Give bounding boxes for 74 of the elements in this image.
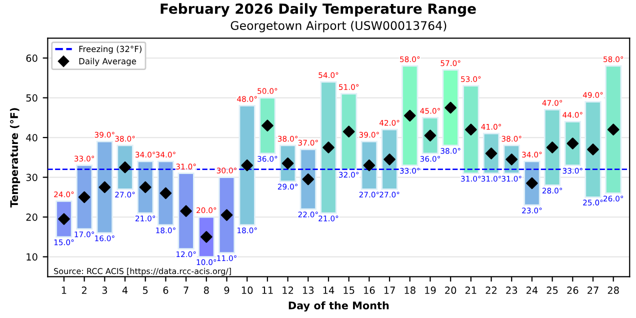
bar xyxy=(320,81,337,214)
chart-subtitle: Georgetown Airport (USW00013764) xyxy=(230,20,446,32)
x-tick-label: 14 xyxy=(323,286,334,294)
x-tick-label: 8 xyxy=(204,286,209,294)
point xyxy=(342,126,355,138)
x-tick-label: 26 xyxy=(567,286,578,294)
x-tick-label: 3 xyxy=(102,286,107,294)
bar xyxy=(157,160,174,226)
point xyxy=(302,173,314,186)
point xyxy=(322,142,334,154)
bar xyxy=(605,65,622,194)
point xyxy=(607,124,620,136)
y-tick-label: 50 xyxy=(26,94,38,102)
x-tick-label: 28 xyxy=(608,286,619,294)
bar xyxy=(402,65,418,166)
bar xyxy=(178,172,194,250)
bar xyxy=(584,101,602,198)
x-tick-label: 19 xyxy=(425,286,436,294)
point xyxy=(139,181,152,194)
point xyxy=(404,110,416,122)
x-tick-label: 11 xyxy=(262,286,273,294)
point xyxy=(587,144,599,156)
point xyxy=(78,191,90,204)
x-tick-label: 5 xyxy=(143,286,148,294)
y-tick-label: 60 xyxy=(26,54,38,62)
bar xyxy=(96,140,113,234)
bar xyxy=(76,164,93,230)
x-tick-label: 24 xyxy=(526,286,538,294)
x-tick-label: 25 xyxy=(546,286,558,294)
x-tick-label: 18 xyxy=(404,286,416,294)
bar xyxy=(544,109,561,186)
x-tick-label: 15 xyxy=(344,286,354,294)
point xyxy=(180,205,192,217)
y-tick-label: 20 xyxy=(26,214,38,221)
bar xyxy=(259,97,276,154)
point xyxy=(241,159,253,172)
x-tick-label: 13 xyxy=(303,286,314,294)
x-tick-label: 4 xyxy=(122,286,128,294)
x-tick-label: 2 xyxy=(82,286,86,294)
x-tick-label: 21 xyxy=(465,286,476,294)
y-axis-title: Temperature (°F) xyxy=(10,108,20,208)
bar xyxy=(238,105,256,226)
point xyxy=(98,181,111,194)
x-tick-label: 12 xyxy=(282,286,294,294)
chart-title: February 2026 Daily Temperature Range xyxy=(160,3,476,17)
bar xyxy=(442,69,459,146)
x-axis-title: Day of the Month xyxy=(288,301,389,312)
x-tick-label: 23 xyxy=(506,286,518,294)
x-tick-label: 27 xyxy=(588,286,598,294)
annotation: Source: RCC ACIS [https://data.rcc-acis.org/] xyxy=(54,268,231,276)
x-tick-label: 17 xyxy=(384,286,395,294)
point xyxy=(546,142,558,154)
x-tick-label: 20 xyxy=(445,286,456,294)
point xyxy=(262,120,274,132)
bar xyxy=(340,93,358,170)
y-tick-label: 10 xyxy=(26,253,38,261)
legend-label: Daily Average xyxy=(79,58,136,66)
y-tick-label: 30 xyxy=(26,174,38,182)
y-tick-label: 40 xyxy=(26,134,38,142)
x-tick-label: 6 xyxy=(163,286,168,294)
x-tick-label: 1 xyxy=(62,286,66,294)
legend-label: Freezing (32°F) xyxy=(79,46,142,54)
point xyxy=(160,187,172,200)
x-tick-label: 22 xyxy=(486,286,496,294)
x-tick-label: 16 xyxy=(364,286,375,294)
x-tick-label: 7 xyxy=(184,286,188,294)
bar xyxy=(462,85,480,174)
point xyxy=(465,124,477,136)
point xyxy=(220,209,233,221)
point xyxy=(384,154,396,166)
x-tick-label: 10 xyxy=(242,286,253,294)
x-tick-label: 9 xyxy=(224,286,230,294)
point xyxy=(444,102,456,114)
bar xyxy=(218,176,236,254)
